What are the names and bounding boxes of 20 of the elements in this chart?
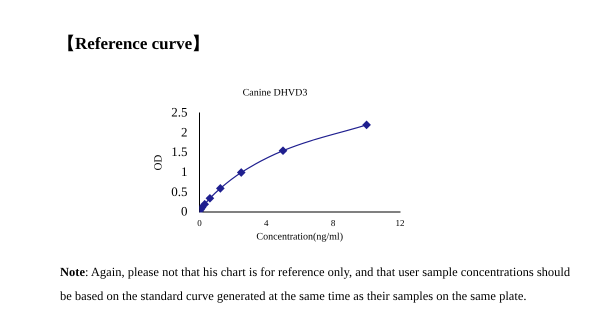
point — [200, 200, 209, 208]
point — [206, 194, 214, 202]
chart-title: 【Reference curve】 — [58, 33, 210, 55]
chart-subtitle: Canine DHVD3 — [242, 88, 308, 99]
y-tick-label: 0.5 — [171, 184, 188, 199]
x-tick-label: 12 — [396, 218, 404, 228]
y-axis-title: OD — [152, 154, 164, 171]
point — [278, 146, 288, 155]
y-tick-label: 1 — [180, 164, 188, 179]
y-tick-label: 2.5 — [171, 104, 188, 120]
x-tick-label: 4 — [264, 218, 270, 228]
y-tick-label: 2 — [180, 124, 188, 140]
point — [237, 168, 246, 177]
text: Note: Again, please not that his chart is for reference only, and that user sample concentrations should be based on the standard curve generated at the same time as their samples on the same plate. — [60, 264, 572, 305]
y-tick-label: 1.5 — [171, 144, 188, 160]
x-tick-label: 8 — [330, 218, 336, 228]
point — [216, 184, 224, 192]
x-tick-label: 0 — [197, 218, 202, 228]
x-axis-title: Concentration(ng/ml) — [256, 232, 344, 243]
point — [362, 120, 371, 130]
